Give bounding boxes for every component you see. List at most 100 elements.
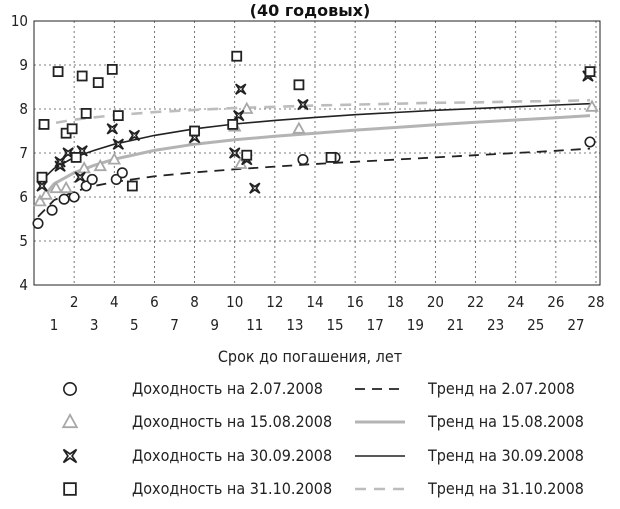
data-point-square — [584, 66, 596, 77]
data-point-triangle — [49, 180, 63, 194]
data-point-circle — [32, 217, 44, 229]
data-point-square — [126, 180, 138, 192]
legend-item-trend-1: Тренд на 2.07.2008 — [355, 379, 575, 398]
x-tick-label-upper: 2 — [70, 293, 79, 311]
legend-item-series-2: Доходность на 15.08.2008 — [61, 412, 332, 431]
data-point-triangle — [585, 99, 599, 112]
x-tick-label-upper: 22 — [467, 293, 484, 311]
legend-label: Тренд на 2.07.2008 — [427, 379, 575, 398]
x-tick-label-lower: 11 — [246, 316, 263, 334]
data-point-circle — [110, 173, 122, 185]
grid — [34, 21, 600, 285]
legend-label: Доходность на 31.10.2008 — [132, 479, 332, 498]
x-tick-label-lower: 13 — [286, 316, 303, 334]
data-point-star4 — [128, 129, 141, 142]
data-points — [32, 50, 599, 229]
legend-marker-circle — [63, 382, 77, 396]
data-point-square — [92, 77, 104, 88]
data-point-circle — [86, 173, 98, 185]
data-point-circle — [80, 180, 92, 192]
data-point-triangle — [107, 152, 122, 165]
y-tick-label: 7 — [19, 144, 28, 162]
data-point-star4 — [36, 180, 48, 192]
data-point-square — [241, 149, 253, 161]
data-point-square — [189, 125, 200, 137]
legend-label: Доходность на 2.07.2008 — [132, 379, 323, 398]
x-tick-label-upper: 14 — [306, 293, 323, 311]
y-tick-label: 8 — [19, 100, 28, 118]
data-point-square — [293, 79, 305, 91]
x-tick-label-lower: 19 — [407, 316, 424, 334]
x-tick-label-lower: 7 — [170, 316, 179, 334]
x-tick-label-upper: 26 — [547, 293, 564, 311]
data-point-square — [227, 119, 239, 130]
y-tick-label: 9 — [19, 56, 28, 74]
legend-label: Тренд на 30.09.2008 — [427, 446, 584, 465]
data-point-square — [76, 70, 88, 82]
x-tick-label-upper: 16 — [347, 293, 364, 311]
y-tick-label: 10 — [11, 12, 28, 30]
legend-label: Доходность на 15.08.2008 — [132, 412, 332, 431]
data-point-square — [38, 119, 50, 130]
data-point-star4 — [297, 98, 309, 111]
x-tick-label-lower: 15 — [326, 316, 343, 334]
data-point-circle — [116, 167, 128, 179]
x-tick-label-lower: 25 — [527, 316, 544, 334]
data-point-square — [80, 108, 92, 119]
data-point-triangle — [93, 158, 108, 172]
data-point-star4 — [54, 156, 66, 168]
data-point-square — [112, 110, 124, 121]
legend-item-trend-4: Тренд на 31.10.2008 — [355, 479, 584, 498]
data-point-circle — [584, 136, 596, 148]
x-tick-label-lower: 17 — [367, 316, 384, 334]
data-point-square — [66, 123, 78, 135]
x-tick-label-upper: 4 — [110, 293, 119, 311]
x-tick-label-upper: 28 — [587, 293, 604, 311]
data-point-circle — [297, 154, 309, 166]
x-tick-label-upper: 24 — [507, 293, 524, 311]
trend-line-3 — [37, 102, 591, 185]
chart-title: (40 годовых) — [250, 1, 371, 20]
x-tick-label-lower: 27 — [567, 316, 584, 334]
legend-marker-triangle — [61, 412, 79, 429]
x-tick-label-upper: 12 — [266, 293, 283, 311]
trend-line-2 — [36, 114, 591, 205]
y-tick-label: 5 — [19, 232, 28, 250]
data-point-circle — [46, 204, 58, 216]
data-point-star4 — [249, 182, 261, 194]
x-tick-label-lower: 23 — [487, 316, 504, 334]
data-point-square — [36, 171, 48, 183]
data-point-square — [325, 151, 337, 163]
data-point-triangle — [239, 101, 254, 114]
data-point-star4 — [74, 171, 86, 183]
data-point-square — [106, 64, 118, 75]
trend-line-4 — [37, 98, 591, 131]
data-point-star4 — [235, 83, 247, 95]
legend-item-series-1: Доходность на 2.07.2008 — [63, 379, 323, 398]
x-tick-label-lower: 1 — [50, 316, 59, 334]
x-axis-label: Срок до погашения, лет — [218, 347, 402, 366]
x-tick-label-upper: 18 — [387, 293, 404, 311]
x-tick-label-lower: 3 — [90, 316, 99, 334]
data-point-triangle — [39, 187, 53, 200]
legend-label: Тренд на 31.10.2008 — [427, 479, 584, 498]
legend-item-series-4: Доходность на 31.10.2008 — [63, 479, 332, 498]
x-tick-labels: 2 4 6 8 10 12 14 16 18 20 22 24 26 281 3 5 7 9 11 13 15 17 19 2… — [50, 293, 605, 334]
x-tick-label-lower: 9 — [210, 316, 219, 334]
legend-label: Тренд на 15.08.2008 — [427, 412, 584, 431]
data-point-star4 — [112, 138, 125, 150]
y-tick-labels: 4 5 6 7 8 9 10 — [11, 12, 28, 294]
legend: Доходность на 2.07.2008 Доходность на 15.… — [61, 379, 584, 498]
x-tick-label-lower: 5 — [130, 316, 139, 334]
legend-item-series-3: Доходность на 30.09.2008 — [62, 446, 332, 465]
data-point-circle — [58, 193, 70, 205]
x-tick-label-upper: 20 — [427, 293, 444, 311]
data-point-triangle — [292, 121, 306, 134]
data-point-star4 — [106, 123, 118, 135]
data-point-square — [70, 151, 82, 163]
legend-item-trend-3: Тренд на 30.09.2008 — [355, 446, 584, 465]
x-tick-label-upper: 6 — [150, 293, 159, 311]
data-point-star4 — [233, 109, 245, 122]
data-point-square — [52, 66, 64, 77]
